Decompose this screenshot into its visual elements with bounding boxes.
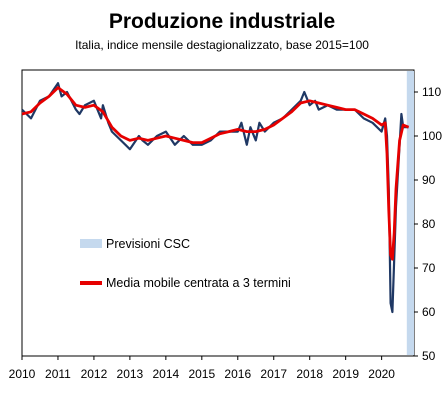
y-tick-label: 60 [422, 305, 436, 319]
y-tick-label: 90 [422, 173, 436, 187]
x-tick-label: 2016 [224, 367, 251, 381]
chart-title: Produzione industriale [108, 10, 336, 33]
y-tick-label: 100 [422, 129, 442, 143]
x-tick-label: 2017 [260, 367, 287, 381]
y-tick-label: 80 [422, 217, 436, 231]
x-axis: 2010 2011 2012 2013 2014 2015 2016 2017 2018 2019… [9, 356, 395, 381]
x-tick-label: 2018 [296, 367, 323, 381]
x-tick-label: 2015 [188, 367, 215, 381]
legend: Previsioni CSC Media mobile centrata a 3… [80, 237, 291, 290]
series-line-production-index [21, 82, 409, 314]
forecast-band [406, 71, 414, 355]
y-tick-label: 70 [422, 261, 436, 275]
y-tick-label: 50 [422, 349, 436, 363]
legend-label-forecast: Previsioni CSC [106, 237, 190, 251]
series-line-moving-average [21, 86, 410, 261]
legend-swatch-forecast [80, 239, 102, 248]
y-tick-label: 110 [422, 85, 441, 99]
chart-subtitle: Italia, indice mensile destagionalizzato… [75, 38, 369, 52]
legend-label-moving-average: Media mobile centrata a 3 termini [106, 276, 291, 290]
y-axis: 110 100 90 80 70 60 50 [414, 85, 442, 363]
x-tick-label: 2011 [45, 367, 71, 381]
x-tick-label: 2012 [81, 367, 108, 381]
x-tick-label: 2010 [9, 367, 36, 381]
x-tick-label: 2014 [153, 367, 180, 381]
x-tick-label: 2019 [332, 367, 359, 381]
x-tick-label: 2013 [117, 367, 144, 381]
x-tick-label: 2020 [368, 367, 395, 381]
